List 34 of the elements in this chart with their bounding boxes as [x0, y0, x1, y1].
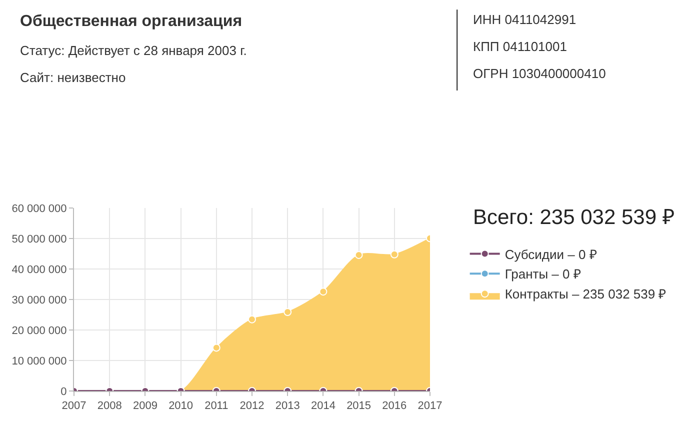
legend-label: Гранты – 0 ₽ — [504, 266, 582, 282]
x-tick-label: 2011 — [204, 400, 228, 412]
x-tick-label: 2015 — [346, 400, 372, 412]
point — [354, 250, 363, 259]
text: ИНН 0411042991 — [473, 12, 576, 27]
y-tick-label: 60 000 000 — [12, 202, 67, 215]
x-tick-label: 2016 — [382, 400, 407, 412]
x-tick-label: 2010 — [168, 400, 194, 412]
y-tick-label: 0 — [60, 386, 67, 398]
text: ОГРН 1030400000410 — [473, 66, 606, 81]
text: Всего: 235 032 539 ₽ — [473, 206, 674, 229]
x-tick-label: 2013 — [275, 400, 300, 412]
y-tick-label: 20 000 000 — [12, 324, 67, 337]
y-tick-label: 40 000 000 — [12, 264, 67, 276]
x-tick-label: 2017 — [418, 400, 442, 412]
x-tick-label: 2008 — [97, 400, 122, 412]
point — [212, 344, 220, 352]
point — [284, 308, 292, 316]
text: Статус: Действует с 28 января 2003 г. — [20, 43, 247, 58]
legend-label: Субсидии – 0 ₽ — [504, 246, 598, 262]
point — [248, 315, 256, 324]
text: КПП 041101001 — [473, 39, 567, 54]
point — [319, 288, 328, 296]
y-tick-label: 30 000 000 — [12, 294, 67, 306]
y-tick-label: 50 000 000 — [12, 233, 67, 246]
x-tick-label: 2007 — [62, 400, 86, 412]
legend-label: Контракты – 235 032 539 ₽ — [504, 286, 667, 302]
x-tick-label: 2012 — [240, 400, 264, 412]
x-tick-label: 2009 — [132, 400, 158, 412]
text: Сайт: неизвестно — [20, 70, 126, 85]
text: Общественная организация — [20, 13, 242, 30]
x-tick-label: 2014 — [310, 400, 336, 412]
y-tick-label: 10 000 000 — [12, 355, 67, 368]
point — [390, 250, 398, 258]
